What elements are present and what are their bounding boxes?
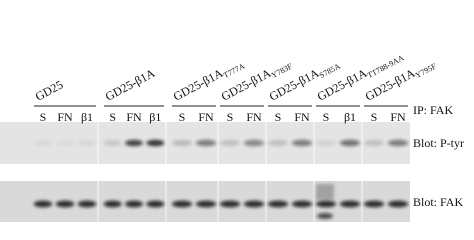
ptyr-band [243,139,265,147]
group-subscript: Y783F [270,61,294,80]
group-label: GD25 [33,78,65,104]
fak-band [267,200,289,208]
fak-band [77,200,97,208]
ptyr-band [171,139,193,147]
lane-label: S [40,110,47,124]
ptyr-band [125,139,143,147]
smear [316,184,334,200]
fak-band [103,200,122,208]
ptyr-band [77,139,97,147]
ptyr-band [387,139,409,147]
fak-band [219,200,241,208]
lane-label: S [371,110,378,124]
lane-label: β1 [149,110,161,124]
group-name: GD25 [33,78,65,104]
group-label: GD25-β1A [103,66,158,104]
group-subscript: S785A [318,62,342,80]
fak-band [291,200,313,208]
ptyr-band [291,139,313,147]
group-subscript: Y795F [414,61,438,80]
lane-label: FN [126,110,142,124]
fak-band [146,200,165,208]
ptyr-band [146,139,165,147]
group-name: GD25-β1A [103,66,158,104]
ptyr-band [363,139,385,147]
lane-label: FN [57,110,73,124]
lane-label: FN [390,110,406,124]
ptyr-band [315,139,337,147]
smear-band [317,213,333,219]
lane-label: S [109,110,116,124]
fak-band [171,200,193,208]
fak-band [55,200,75,208]
lane-label: S [275,110,282,124]
ptyr-band [55,139,75,147]
group-name: GD25-β1A [171,66,226,104]
ptyr-band [195,139,217,147]
lane-label: β1 [344,110,356,124]
fak-band [243,200,265,208]
ptyr-band [103,139,122,147]
fak-band [125,200,143,208]
lane-label: S [179,110,186,124]
fak-band [315,200,337,208]
lane-label: S [227,110,234,124]
blot-bottom-label: Blot: FAK [413,195,463,209]
ptyr-band [219,139,241,147]
lane-label: β1 [81,110,93,124]
lane-label: FN [246,110,262,124]
blot-top-label: Blot: P-tyr [413,136,464,150]
fak-band [33,200,53,208]
fak-band [195,200,217,208]
fak-band [387,200,409,208]
blot-figure: IP: FAK Blot: P-tyr Blot: FAK GD25 S FN β1 G… [0,53,464,222]
group-subscript: T777A [222,61,246,80]
fak-band [339,200,361,208]
lane-label: FN [294,110,310,124]
ip-label: IP: FAK [413,103,453,117]
ptyr-band [339,139,361,147]
ptyr-band [33,139,53,147]
ptyr-band [267,139,289,147]
lane-label: FN [198,110,214,124]
fak-band [363,200,385,208]
lane-label: S [323,110,330,124]
